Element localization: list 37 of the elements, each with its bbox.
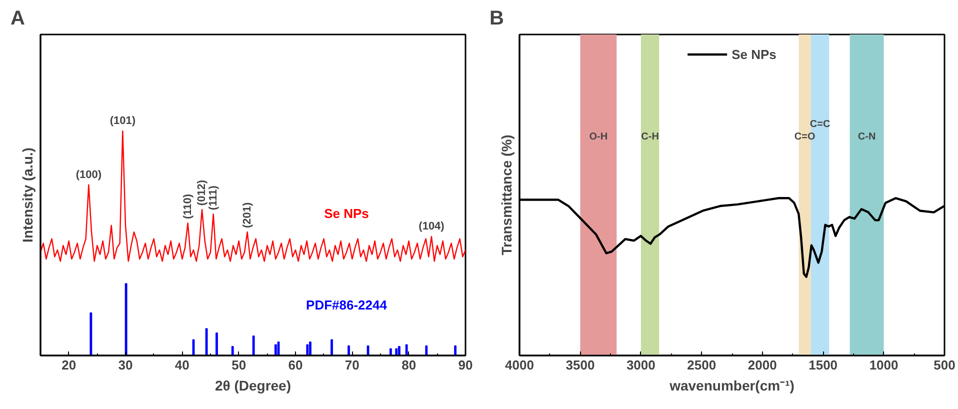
- x-tick-label: 30: [118, 358, 133, 372]
- x-tick-label: 70: [344, 358, 360, 372]
- x-tick-label: 1500: [808, 358, 838, 372]
- chart-title: B: [490, 8, 504, 30]
- x-tick-label: 60: [288, 358, 303, 372]
- x-tick-label: 4000: [505, 358, 534, 372]
- x-tick-label: 20: [62, 358, 76, 372]
- band-label: C=C: [810, 118, 830, 130]
- annotation: (110): [182, 194, 194, 220]
- y-axis-title: Intensity (a.u.): [20, 148, 36, 242]
- annotation: (104): [418, 220, 445, 233]
- x-tick-label: 2500: [687, 358, 716, 372]
- annotation: (111): [207, 185, 220, 210]
- annotation: (201): [241, 202, 254, 228]
- y-axis-title: Transmittance (%): [498, 134, 514, 256]
- annotation: (012): [196, 180, 208, 206]
- x-tick-label: 90: [458, 358, 473, 372]
- x-tick-label: 80: [402, 358, 416, 372]
- x-tick-label: 50: [232, 358, 246, 372]
- band-label: C-H: [641, 132, 659, 143]
- band-label: C=O: [794, 132, 816, 143]
- x-tick-label: 40: [174, 358, 190, 372]
- x-tick-label: 1000: [869, 358, 898, 372]
- legend-label: Se NPs: [732, 46, 776, 62]
- x-tick-label: 500: [934, 358, 956, 372]
- x-axis-title: 2θ (Degree): [214, 378, 292, 394]
- series-label: Se NPs: [324, 206, 369, 221]
- x-tick-label: 3000: [626, 358, 656, 372]
- chart-title: A: [10, 8, 25, 30]
- x-tick-label: 2000: [748, 358, 777, 372]
- band-label: C-N: [858, 132, 876, 143]
- annotation: (101): [110, 115, 136, 128]
- x-axis-title: wavenumber(cm⁻¹): [668, 378, 794, 394]
- text: PDF#86-2244: [306, 297, 388, 312]
- x-tick-label: 3500: [566, 358, 595, 372]
- annotation: (100): [76, 168, 102, 181]
- band-label: O-H: [589, 132, 608, 143]
